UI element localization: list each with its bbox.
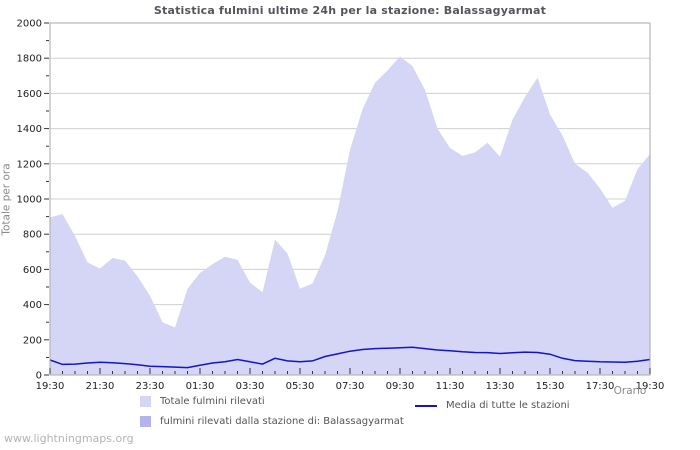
- svg-text:21:30: 21:30: [86, 381, 115, 392]
- svg-text:09:30: 09:30: [386, 381, 415, 392]
- svg-text:1200: 1200: [17, 159, 42, 170]
- x-ticks: [49, 368, 651, 374]
- x-axis-title: Orario: [613, 385, 647, 397]
- svg-text:400: 400: [23, 300, 42, 311]
- totale-area: [50, 56, 650, 376]
- svg-text:0: 0: [36, 371, 42, 382]
- legend-item-totale: Totale fulmini rilevati: [140, 395, 404, 408]
- svg-text:600: 600: [23, 265, 42, 276]
- svg-text:05:30: 05:30: [286, 381, 315, 392]
- svg-text:1000: 1000: [17, 195, 42, 206]
- svg-text:07:30: 07:30: [336, 381, 365, 392]
- svg-text:800: 800: [23, 230, 42, 241]
- legend-item-media: Media di tutte le stazioni: [415, 399, 570, 412]
- svg-text:13:30: 13:30: [486, 381, 515, 392]
- legend-label-station: fulmini rilevati dalla stazione di: Bala…: [160, 416, 404, 427]
- chart-title: Statistica fulmini ultime 24h per la sta…: [153, 4, 547, 17]
- x-tick-labels: 19:30 21:30 23:30 01:30 03:30 05:30 07:30 09:30…: [36, 381, 665, 392]
- svg-text:23:30: 23:30: [136, 381, 165, 392]
- svg-text:19:30: 19:30: [36, 381, 65, 392]
- svg-text:17:30: 17:30: [586, 381, 615, 392]
- legend-item-station: fulmini rilevati dalla stazione di: Bala…: [140, 415, 404, 428]
- y-ticks: [44, 22, 49, 376]
- legend-swatch-totale: [140, 396, 151, 407]
- media-line: [49, 346, 651, 369]
- svg-text:15:30: 15:30: [536, 381, 565, 392]
- svg-text:1800: 1800: [17, 54, 42, 65]
- svg-text:03:30: 03:30: [236, 381, 265, 392]
- legend-label-totale: Totale fulmini rilevati: [160, 396, 265, 407]
- legend-right: Media di tutte le stazioni: [415, 399, 570, 419]
- legend-left: Totale fulmini rilevati fulmini rilevati…: [140, 395, 404, 435]
- svg-text:1400: 1400: [17, 124, 42, 135]
- svg-text:2000: 2000: [17, 19, 42, 30]
- svg-text:19:30: 19:30: [636, 381, 665, 392]
- legend-line-sample: [415, 404, 437, 407]
- svg-text:01:30: 01:30: [186, 381, 215, 392]
- svg-text:11:30: 11:30: [436, 381, 465, 392]
- legend-swatch-station: [140, 416, 151, 427]
- legend-label-media: Media di tutte le stazioni: [446, 400, 570, 411]
- svg-text:200: 200: [23, 335, 42, 346]
- svg-text:1600: 1600: [17, 89, 42, 100]
- plot-border: [49, 22, 651, 376]
- watermark: www.lightningmaps.org: [4, 432, 134, 445]
- y-tick-labels: 0 200 400 600 800 1000 1200 1400 1600 1800 2000: [17, 19, 42, 382]
